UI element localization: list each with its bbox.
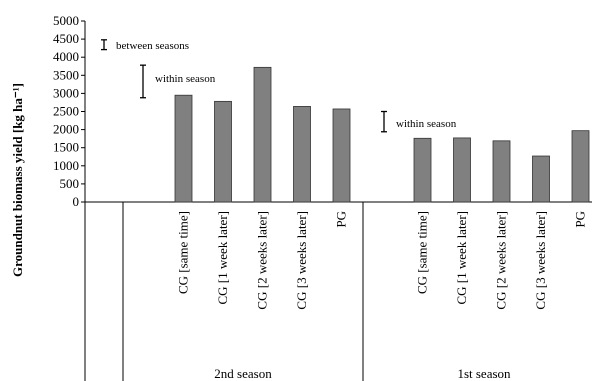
error-bars: between seasons within season within seaso…: [101, 39, 457, 133]
bar-0-3: [293, 106, 311, 203]
category-label: CG [1 week later]: [215, 211, 230, 305]
bar-1-1: [453, 137, 471, 203]
y-tick-label: 2500: [53, 104, 79, 119]
category-label: CG [2 weeks later]: [494, 211, 509, 310]
group-label: 2nd season: [214, 366, 272, 381]
bar-1-2: [492, 140, 511, 203]
group-label: 1st season: [457, 366, 511, 381]
y-tick-label: 500: [60, 176, 80, 191]
y-tick-label: 3000: [53, 85, 79, 100]
bar-0-2: [253, 66, 272, 203]
category-label: CG [same time]: [415, 211, 430, 294]
bar-0-4: [332, 108, 351, 203]
category-label: CG [2 weeks later]: [255, 211, 270, 310]
bar-1-3: [532, 155, 550, 203]
bar-1-0: [413, 137, 432, 203]
group-labels: 2nd season 1st season: [214, 366, 511, 381]
bar-0-0: [174, 94, 193, 203]
category-label: CG [1 week later]: [454, 211, 469, 305]
category-label: CG [same time]: [176, 211, 191, 294]
y-tick-label: 1500: [53, 140, 79, 155]
y-tick-label: 4000: [53, 49, 79, 64]
y-tick-labels: 0 500 1000 1500 2000 2500 3000 3500 4000 4500 5000: [53, 13, 85, 209]
y-axis-label: Groundnut biomass yield [kg ha⁻¹]: [10, 83, 25, 277]
bars: [174, 66, 590, 203]
y-tick-label: 5000: [53, 13, 79, 28]
category-label: CG [3 weeks later]: [533, 211, 548, 310]
y-tick-label: 1000: [53, 158, 79, 173]
y-tick-label: 2000: [53, 122, 79, 137]
bar-1-4: [571, 130, 590, 203]
error-bar-label: between seasons: [116, 40, 189, 52]
category-label: CG [3 weeks later]: [294, 211, 309, 310]
y-tick-label: 0: [73, 194, 80, 209]
error-bar-label: within season: [396, 118, 457, 130]
y-tick-label: 3500: [53, 67, 79, 82]
bar-0-1: [214, 100, 232, 203]
category-label: PG: [334, 211, 349, 228]
category-labels: CG [same time] CG [1 week later] CG [2 wee…: [176, 211, 588, 310]
error-bar-label: within season: [155, 73, 216, 85]
category-label: PG: [573, 211, 588, 228]
y-tick-label: 4500: [53, 31, 79, 46]
